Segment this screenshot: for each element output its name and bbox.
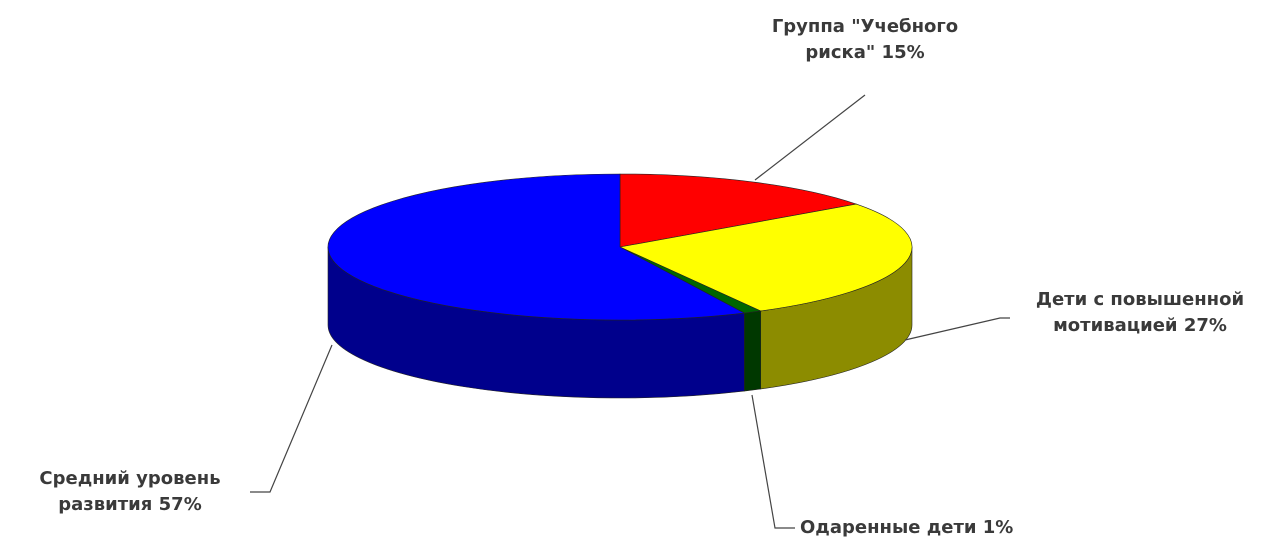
slice-label: Одаренные дети 1% xyxy=(800,515,1013,541)
leader-line xyxy=(751,394,795,529)
slice-label: Средний уровень развития 57% xyxy=(5,466,255,518)
slice-label: Группа "Учебного риска" 15% xyxy=(745,14,985,66)
value-label: 27% xyxy=(1183,315,1227,336)
leader-line xyxy=(904,317,1010,341)
slice xyxy=(619,173,858,248)
slice-label: Дети с повышенной мотивацией 27% xyxy=(1005,287,1275,339)
value-label: 1% xyxy=(982,517,1014,538)
category-name: Одаренные дети xyxy=(800,517,977,538)
category-name: Дети с повышенной мотивацией xyxy=(1035,289,1245,336)
slice-side xyxy=(744,310,761,392)
slice xyxy=(327,173,746,321)
category-name: Средний уровень развития xyxy=(39,468,221,515)
leader-line xyxy=(754,94,866,181)
leader-line xyxy=(250,344,333,493)
value-label: 15% xyxy=(881,42,925,63)
category-name: Группа "Учебного риска" xyxy=(771,16,959,63)
slice xyxy=(619,203,913,312)
slices xyxy=(327,173,913,399)
value-label: 57% xyxy=(158,494,202,515)
